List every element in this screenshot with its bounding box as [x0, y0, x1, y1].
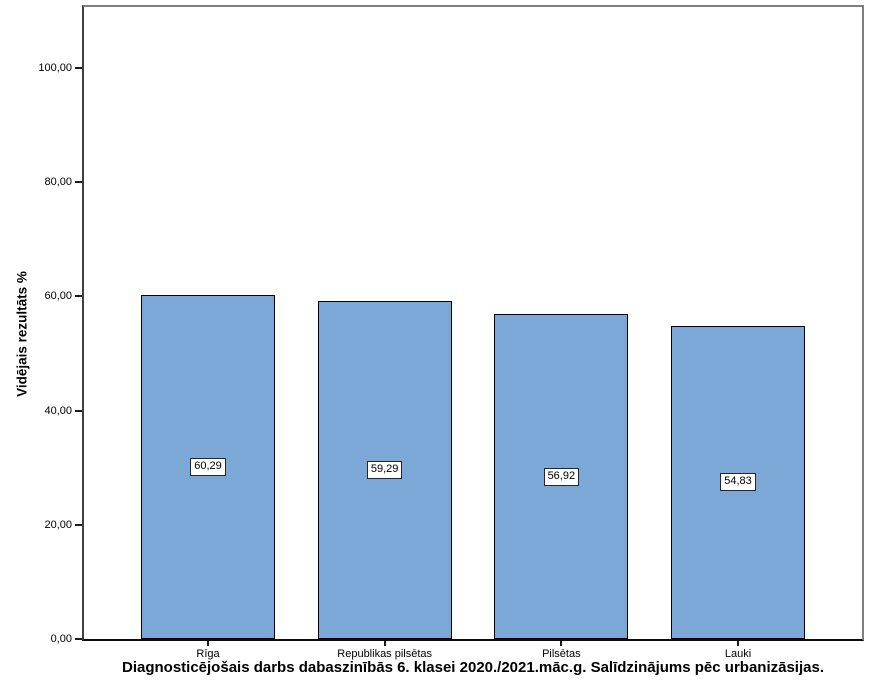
x-tick-mark-3 [560, 641, 563, 646]
bar-value-label-1: 60,29 [190, 457, 226, 476]
y-tick-mark-5 [75, 67, 82, 70]
bar-2: 59,29 [317, 300, 452, 639]
x-tick-mark-2 [383, 641, 386, 646]
y-tick-label-5: 100,00 [38, 62, 72, 75]
y-tick-mark-3 [75, 295, 82, 298]
y-tick-label-1: 20,00 [44, 518, 72, 531]
chart-title: Diagnosticējošais darbs dabaszinībās 6. … [122, 659, 824, 676]
y-tick-mark-2 [75, 409, 82, 412]
x-category-label-3: Pilsētas [542, 648, 581, 660]
bar-value-label-3: 56,92 [543, 467, 580, 486]
x-category-label-2: Republikas pilsētas [337, 648, 433, 660]
y-tick-mark-0 [75, 638, 82, 640]
bar-value-label-4: 54,83 [720, 473, 756, 492]
bar-3: 56,92 [494, 314, 629, 639]
y-tick-mark-1 [75, 523, 82, 526]
y-tick-label-3: 60,00 [44, 290, 72, 303]
x-category-label-4: Lauki [724, 648, 752, 660]
plot-area: 0,00 20,00 40,00 60,00 80,00 100,00 60,29 Rīga 5… [38, 5, 864, 660]
x-tick-mark-1 [207, 641, 209, 646]
bar-4: 54,83 [671, 325, 805, 639]
bar-value-label-2: 59,29 [366, 460, 403, 479]
bar-1: 60,29 [141, 294, 275, 639]
x-tick-mark-4 [737, 641, 739, 646]
x-category-label-1: Rīga [196, 648, 220, 660]
y-tick-label-4: 80,00 [44, 176, 72, 189]
y-tick-label-2: 40,00 [44, 404, 72, 417]
y-tick-mark-4 [75, 181, 82, 184]
y-tick-label-0: 0,00 [50, 633, 72, 645]
